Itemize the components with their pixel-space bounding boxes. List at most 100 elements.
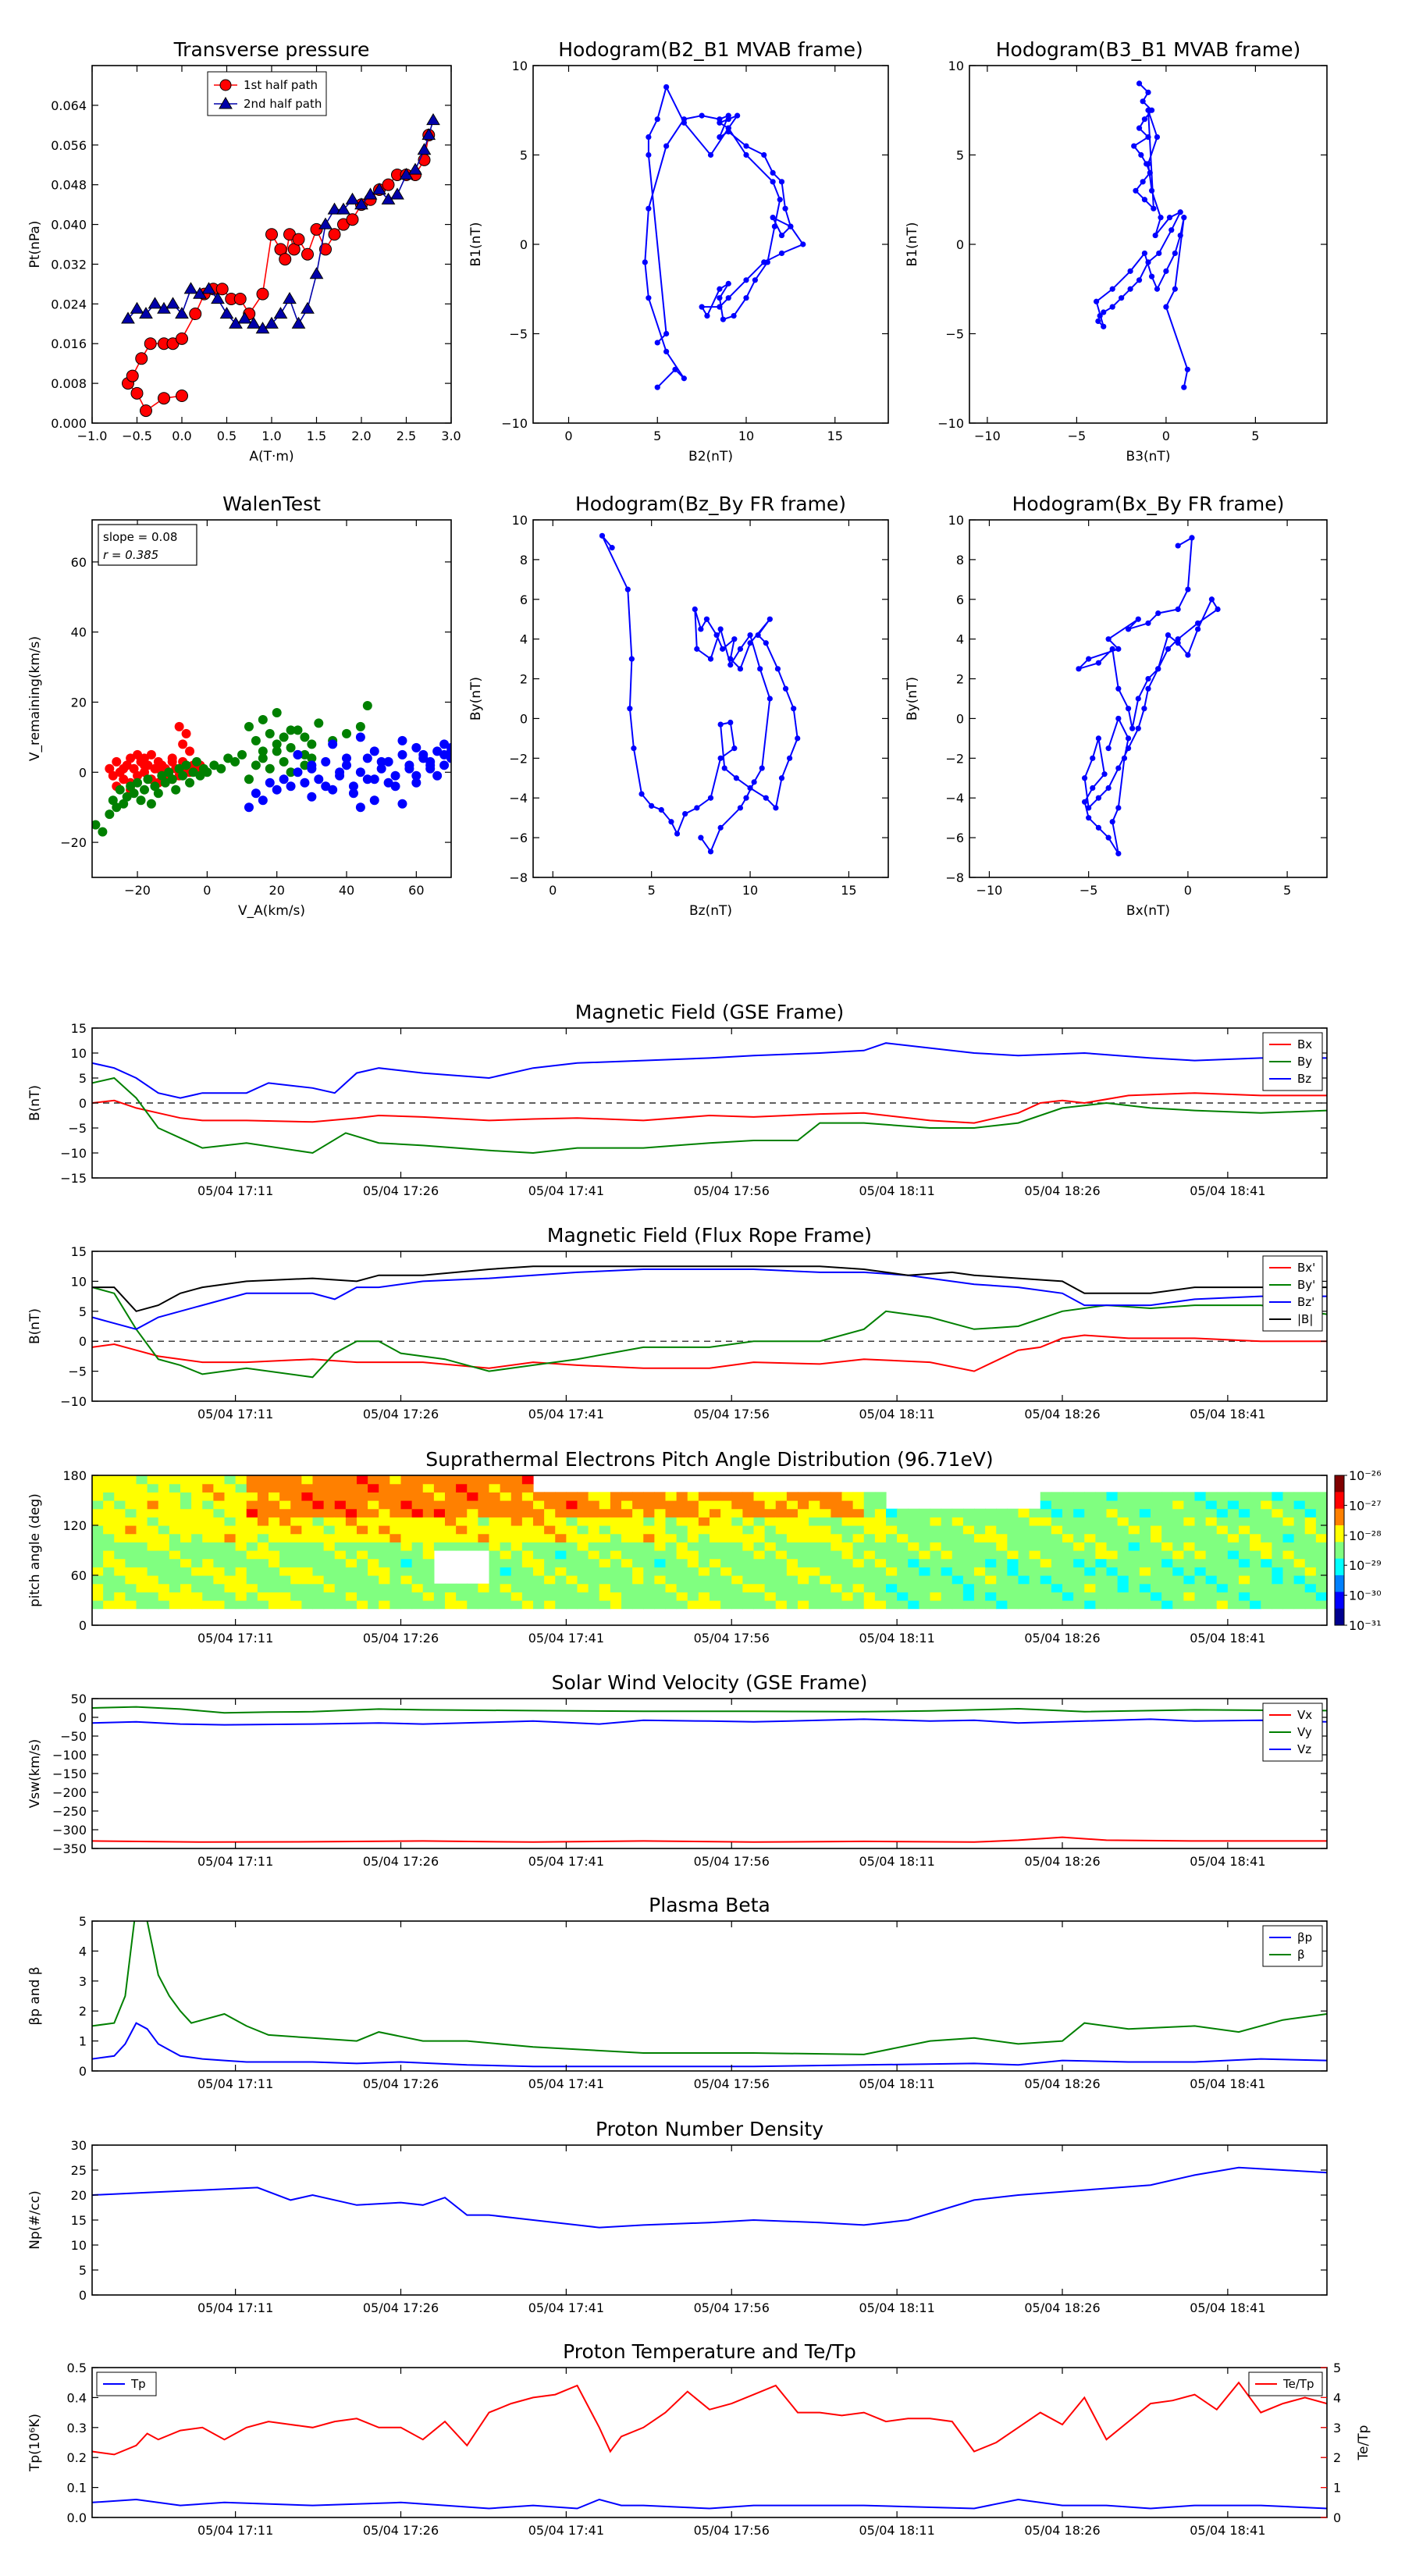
heatmap-cell (125, 1592, 137, 1601)
heatmap-cell (974, 1525, 986, 1535)
data-point (328, 739, 338, 749)
y-tick-label: 30 (71, 2138, 87, 2153)
data-point (752, 277, 758, 283)
heatmap-cell (1062, 1550, 1074, 1560)
y-tick-label: 0.2 (67, 2450, 87, 2465)
heatmap-cell (1293, 1508, 1306, 1517)
data-point (761, 151, 767, 158)
heatmap-cell (962, 1550, 975, 1560)
data-point (720, 646, 726, 652)
heatmap-cell (764, 1583, 777, 1592)
heatmap-cell (400, 1567, 413, 1576)
x-tick-label: −0.5 (122, 429, 152, 443)
heatmap-cell (1315, 1533, 1328, 1542)
series-line-bx (92, 1334, 1327, 1372)
heatmap-cell (1139, 1575, 1151, 1585)
heatmap-cell (533, 1583, 545, 1592)
x-tick-label: −5 (1068, 429, 1087, 443)
heatmap-cell (1239, 1567, 1250, 1576)
heatmap-cell (235, 1492, 247, 1501)
heatmap-cell (996, 1592, 1008, 1601)
data-point (148, 297, 162, 309)
data-point (108, 795, 118, 806)
heatmap-cell (863, 1500, 876, 1510)
y-tick-label: 8 (520, 553, 528, 568)
heatmap-cell (411, 1492, 424, 1501)
heatmap-cell (698, 1550, 710, 1560)
heatmap-cell (1018, 1558, 1030, 1567)
heatmap-cell (831, 1500, 843, 1510)
heatmap-cell (1194, 1600, 1207, 1610)
heatmap-cell (257, 1475, 269, 1485)
heatmap-cell (422, 1558, 435, 1567)
y-tick-label: −4 (509, 791, 528, 806)
data-point (1145, 161, 1151, 167)
data-point (609, 545, 615, 551)
heatmap-cell (1095, 1550, 1108, 1560)
heatmap-cell (213, 1600, 226, 1610)
heatmap-cell (478, 1483, 490, 1493)
heatmap-cell (621, 1517, 633, 1526)
legend-label: By' (1297, 1278, 1315, 1292)
legend-label: βp (1297, 1930, 1312, 1944)
heatmap-cell (1272, 1525, 1284, 1535)
heatmap-cell (1183, 1592, 1196, 1601)
heatmap-cell (345, 1600, 357, 1610)
data-point (1115, 646, 1122, 652)
data-point (674, 831, 681, 837)
chart-title: Hodogram(B3_B1 MVAB frame) (996, 38, 1301, 61)
heatmap-cell (345, 1533, 357, 1542)
heatmap-cell (643, 1508, 655, 1517)
data-point (1152, 232, 1158, 239)
heatmap-cell (257, 1583, 269, 1592)
heatmap-cell (422, 1525, 435, 1535)
heatmap-cell (1151, 1508, 1162, 1517)
heatmap-cell (1018, 1600, 1030, 1610)
heatmap-cell (742, 1500, 755, 1510)
heatmap-cell (1040, 1542, 1052, 1551)
heatmap-cell (169, 1492, 181, 1501)
heatmap-cell (125, 1475, 137, 1485)
heatmap-cell (1239, 1575, 1250, 1585)
heatmap-cell (753, 1558, 766, 1567)
heatmap-cell (1161, 1558, 1173, 1567)
heatmap-cell (411, 1583, 424, 1592)
heatmap-cell (941, 1517, 953, 1526)
heatmap-cell (379, 1533, 390, 1542)
data-point (293, 767, 303, 777)
heatmap-cell (852, 1492, 865, 1501)
heatmap-cell (290, 1550, 302, 1560)
data-point (1109, 646, 1115, 652)
data-point (291, 316, 306, 329)
heatmap-cell (742, 1567, 755, 1576)
heatmap-cell (1062, 1533, 1074, 1542)
heatmap-cell (422, 1567, 435, 1576)
heatmap-cell (1250, 1567, 1261, 1576)
heatmap-cell (544, 1517, 556, 1526)
y-tick-label: 25 (71, 2163, 87, 2178)
heatmap-cell (92, 1583, 104, 1592)
heatmap-cell (312, 1600, 325, 1610)
heatmap-cell (1239, 1600, 1250, 1610)
heatmap-cell (1151, 1558, 1162, 1567)
x-ticks: 05/04 17:11 05/04 17:26 05/04 17:41 05/04 1… (197, 1699, 1266, 1869)
data-point (300, 760, 310, 770)
data-point (1105, 636, 1112, 642)
heatmap-cell (962, 1558, 975, 1567)
heatmap-cell (1183, 1525, 1196, 1535)
heatmap-cell (125, 1517, 137, 1526)
data-point (307, 739, 317, 749)
heatmap-cell (1139, 1550, 1151, 1560)
heatmap-cell (643, 1583, 655, 1592)
y-tick-label: 0.5 (67, 2361, 87, 2375)
heatmap-cell (1172, 1533, 1184, 1542)
colorbar-segment (1335, 1492, 1344, 1510)
heatmap-cell (92, 1542, 104, 1551)
heatmap-cell (433, 1475, 446, 1485)
heatmap-cell (1293, 1550, 1306, 1560)
heatmap-cell (809, 1583, 820, 1592)
heatmap-cell (1051, 1592, 1063, 1601)
data-point (293, 725, 303, 735)
heatmap-cell (941, 1575, 953, 1585)
